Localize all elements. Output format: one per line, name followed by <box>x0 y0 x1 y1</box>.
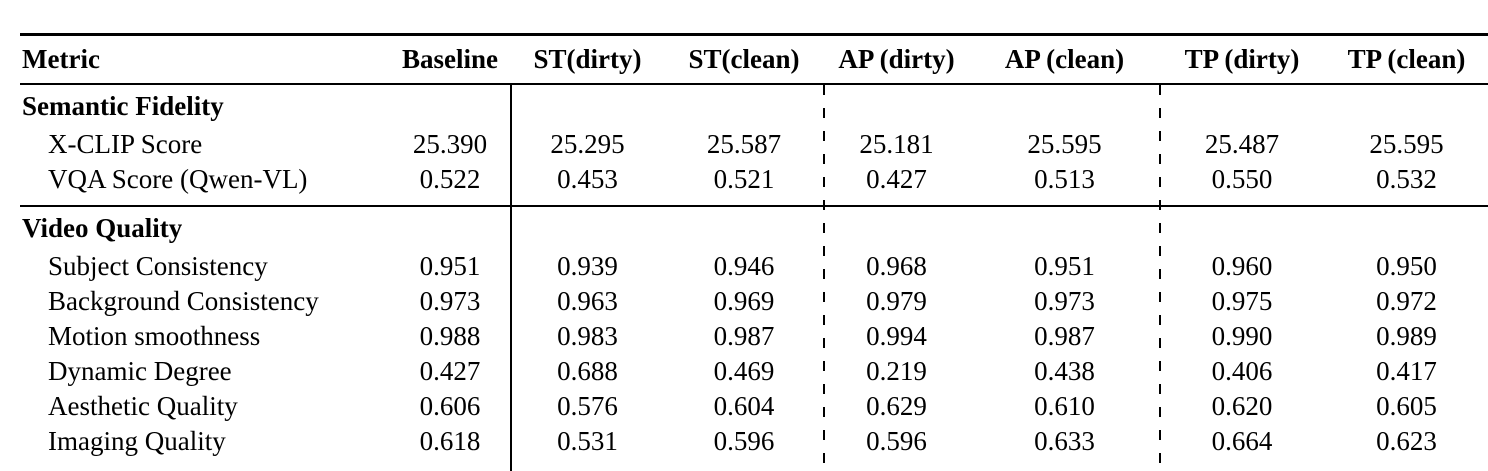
column-header-st-dirty: ST(dirty) <box>533 44 642 74</box>
value-cell: 0.987 <box>1034 321 1095 351</box>
metric-cell: VQA Score (Qwen-VL) <box>48 164 308 194</box>
table-row: Dynamic Degree 0.427 0.688 0.469 0.219 0.438 0… <box>20 354 1488 389</box>
value-cell: 0.688 <box>557 356 618 386</box>
table-body: Semantic Fidelity X-CLIP Score 25.390 25.29… <box>20 85 1488 471</box>
value-cell: 25.595 <box>1027 129 1102 159</box>
value-cell: 0.453 <box>557 164 618 194</box>
value-cell: 0.994 <box>866 321 927 351</box>
value-cell: 0.618 <box>419 426 481 456</box>
value-cell: 0.972 <box>1376 286 1437 316</box>
value-cell: 0.979 <box>866 286 927 316</box>
value-cell: 0.576 <box>557 391 618 421</box>
column-separator-dashed-1 <box>823 85 825 471</box>
table-row: Background Consistency 0.973 0.963 0.969 0.9… <box>20 284 1488 319</box>
value-cell: 0.975 <box>1211 286 1273 316</box>
section-title: Video Quality <box>22 212 183 243</box>
value-cell: 0.629 <box>866 391 927 421</box>
value-cell: 0.438 <box>1034 356 1095 386</box>
value-cell: 0.983 <box>557 321 618 351</box>
value-cell: 0.596 <box>866 426 927 456</box>
value-cell: 0.963 <box>557 286 618 316</box>
value-cell: 0.633 <box>1034 426 1095 456</box>
value-cell: 25.295 <box>550 129 625 159</box>
table-row: X-CLIP Score 25.390 25.295 25.587 25.181 25.5… <box>20 127 1488 162</box>
results-table: Metric Baseline ST(dirty) ST(clean) AP (… <box>20 33 1488 471</box>
metric-cell: Dynamic Degree <box>48 356 232 386</box>
value-cell: 0.973 <box>1034 286 1095 316</box>
metric-cell: Aesthetic Quality <box>48 391 238 421</box>
column-separator-solid <box>510 85 512 471</box>
value-cell: 0.969 <box>713 286 775 316</box>
column-header-metric: Metric <box>22 44 100 74</box>
value-cell: 0.604 <box>713 391 775 421</box>
value-cell: 0.532 <box>1376 164 1437 194</box>
value-cell: 0.960 <box>1211 251 1273 281</box>
value-cell: 0.939 <box>557 251 618 281</box>
section-divider-rule <box>20 205 1488 207</box>
value-cell: 0.620 <box>1211 391 1273 421</box>
value-cell: 25.595 <box>1369 129 1444 159</box>
value-cell: 25.390 <box>412 129 488 159</box>
value-cell: 25.487 <box>1204 129 1280 159</box>
metric-cell: Imaging Quality <box>48 426 226 456</box>
table-row: Imaging Quality 0.618 0.531 0.596 0.596 0.633… <box>20 424 1488 459</box>
value-cell: 0.417 <box>1376 356 1437 386</box>
table-row: Subject Consistency 0.951 0.939 0.946 0.968 0… <box>20 249 1488 284</box>
value-cell: 0.531 <box>557 426 618 456</box>
value-cell: 25.587 <box>706 129 782 159</box>
value-cell: 0.605 <box>1376 391 1437 421</box>
table-row: Motion smoothness 0.988 0.983 0.987 0.994 0.9… <box>20 319 1488 354</box>
column-header-baseline: Baseline <box>401 44 498 74</box>
value-cell: 0.469 <box>713 356 775 386</box>
value-cell: 0.610 <box>1034 391 1095 421</box>
value-cell: 0.606 <box>419 391 481 421</box>
table-row: VQA Score (Qwen-VL) 0.522 0.453 0.521 0.427 0… <box>20 162 1488 197</box>
column-separator-dashed-2 <box>1159 85 1161 471</box>
value-cell: 0.950 <box>1376 251 1437 281</box>
section-title: Semantic Fidelity <box>22 90 224 121</box>
metric-cell: Motion smoothness <box>48 321 261 351</box>
value-cell: 0.623 <box>1376 426 1437 456</box>
metric-cell: X-CLIP Score <box>48 129 203 159</box>
value-cell: 25.181 <box>859 129 934 159</box>
column-header-st-clean: ST(clean) <box>688 44 800 74</box>
value-cell: 0.521 <box>713 164 775 194</box>
section-header-row: Semantic Fidelity <box>20 85 1488 127</box>
value-cell: 0.951 <box>419 251 481 281</box>
value-cell: 0.987 <box>713 321 775 351</box>
table-header-row: Metric Baseline ST(dirty) ST(clean) AP (… <box>20 36 1488 83</box>
value-cell: 0.427 <box>419 356 481 386</box>
column-header-ap-dirty: AP (dirty) <box>838 44 955 74</box>
value-cell: 0.988 <box>419 321 481 351</box>
value-cell: 0.664 <box>1211 426 1273 456</box>
value-cell: 0.968 <box>866 251 927 281</box>
table-row: Aesthetic Quality 0.606 0.576 0.604 0.629 0.6… <box>20 389 1488 424</box>
value-cell: 0.550 <box>1211 164 1273 194</box>
value-cell: 0.522 <box>419 164 481 194</box>
value-cell: 0.219 <box>866 356 927 386</box>
value-cell: 0.951 <box>1034 251 1095 281</box>
value-cell: 0.946 <box>713 251 775 281</box>
value-cell: 0.427 <box>866 164 927 194</box>
header-rule <box>20 83 1488 85</box>
column-header-tp-clean: TP (clean) <box>1347 44 1466 74</box>
section-header-row: Video Quality <box>20 207 1488 249</box>
value-cell: 0.596 <box>713 426 775 456</box>
column-header-tp-dirty: TP (dirty) <box>1184 44 1300 74</box>
value-cell: 0.990 <box>1211 321 1273 351</box>
value-cell: 0.989 <box>1376 321 1437 351</box>
value-cell: 0.513 <box>1034 164 1095 194</box>
column-header-ap-clean: AP (clean) <box>1004 44 1125 74</box>
value-cell: 0.406 <box>1211 356 1273 386</box>
value-cell: 0.973 <box>419 286 481 316</box>
top-rule <box>20 33 1488 36</box>
metric-cell: Background Consistency <box>48 286 319 316</box>
metric-cell: Subject Consistency <box>48 251 268 281</box>
